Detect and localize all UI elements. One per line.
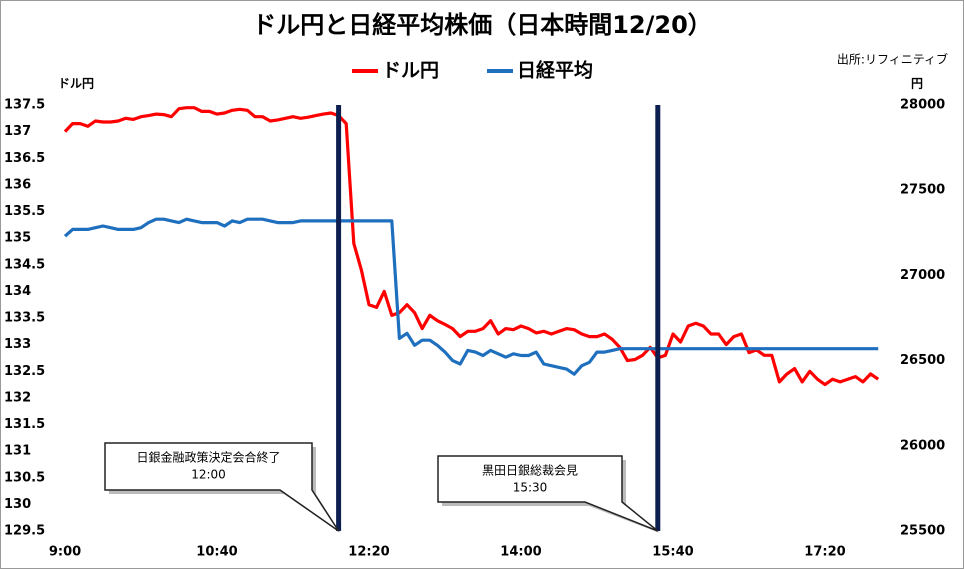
series-line [63,217,879,376]
source: 出所:リフィニティブ [837,52,948,67]
callout-time: 15:30 [513,481,548,495]
y-tick-label: 137 [4,124,31,139]
y-tick-label: 136.5 [4,151,45,166]
y-tick-label: 131 [4,444,31,459]
y-tick-label: 133 [4,337,31,352]
y-tick-label: 129.5 [4,524,45,539]
legend-label: ドル円 [382,60,439,82]
y-tick-label: 135.5 [4,204,45,219]
y2-axis-label: 円 [911,77,923,91]
x-tick-label: 10:40 [196,545,237,560]
callout-box [104,442,340,532]
callout-time: 12:00 [191,468,226,482]
y-tick-label: 136 [4,177,31,192]
y2-tick-label: 27000 [900,268,945,283]
y2-tick-label: 26500 [900,353,945,368]
y-tick-label: 132.5 [4,364,45,379]
y-tick-label: 137.5 [4,98,45,113]
callout-text: 日銀金融政策決定会合終了 [136,450,280,465]
legend-label: 日経平均 [517,59,593,82]
y-tick-label: 134 [4,284,31,299]
y-tick-label: 132 [4,390,31,405]
y2-tick-label: 28000 [900,98,945,113]
y-tick-label: 134.5 [4,257,45,272]
x-tick-label: 17:20 [804,545,845,560]
y2-tick-label: 26000 [900,438,945,453]
x-tick-label: 12:20 [348,545,389,560]
callout-text: 黒田日銀総裁会見 [482,464,578,478]
callout-box [437,455,659,532]
x-tick-label: 9:00 [49,545,81,560]
y2-tick-label: 25500 [900,524,945,539]
chart-title: ドル円と日経平均株価（日本時間12/20） [252,11,712,39]
y-tick-label: 135 [4,231,31,246]
y-tick-label: 130.5 [4,470,45,485]
x-tick-label: 14:00 [500,545,541,560]
y-tick-label: 131.5 [4,417,45,432]
x-tick-label: 15:40 [652,545,693,560]
y-tick-label: 133.5 [4,311,45,326]
y-axis-label: ドル円 [58,77,94,91]
y2-tick-label: 27500 [900,183,945,198]
series-line [63,106,880,387]
y-tick-label: 130 [4,497,31,512]
